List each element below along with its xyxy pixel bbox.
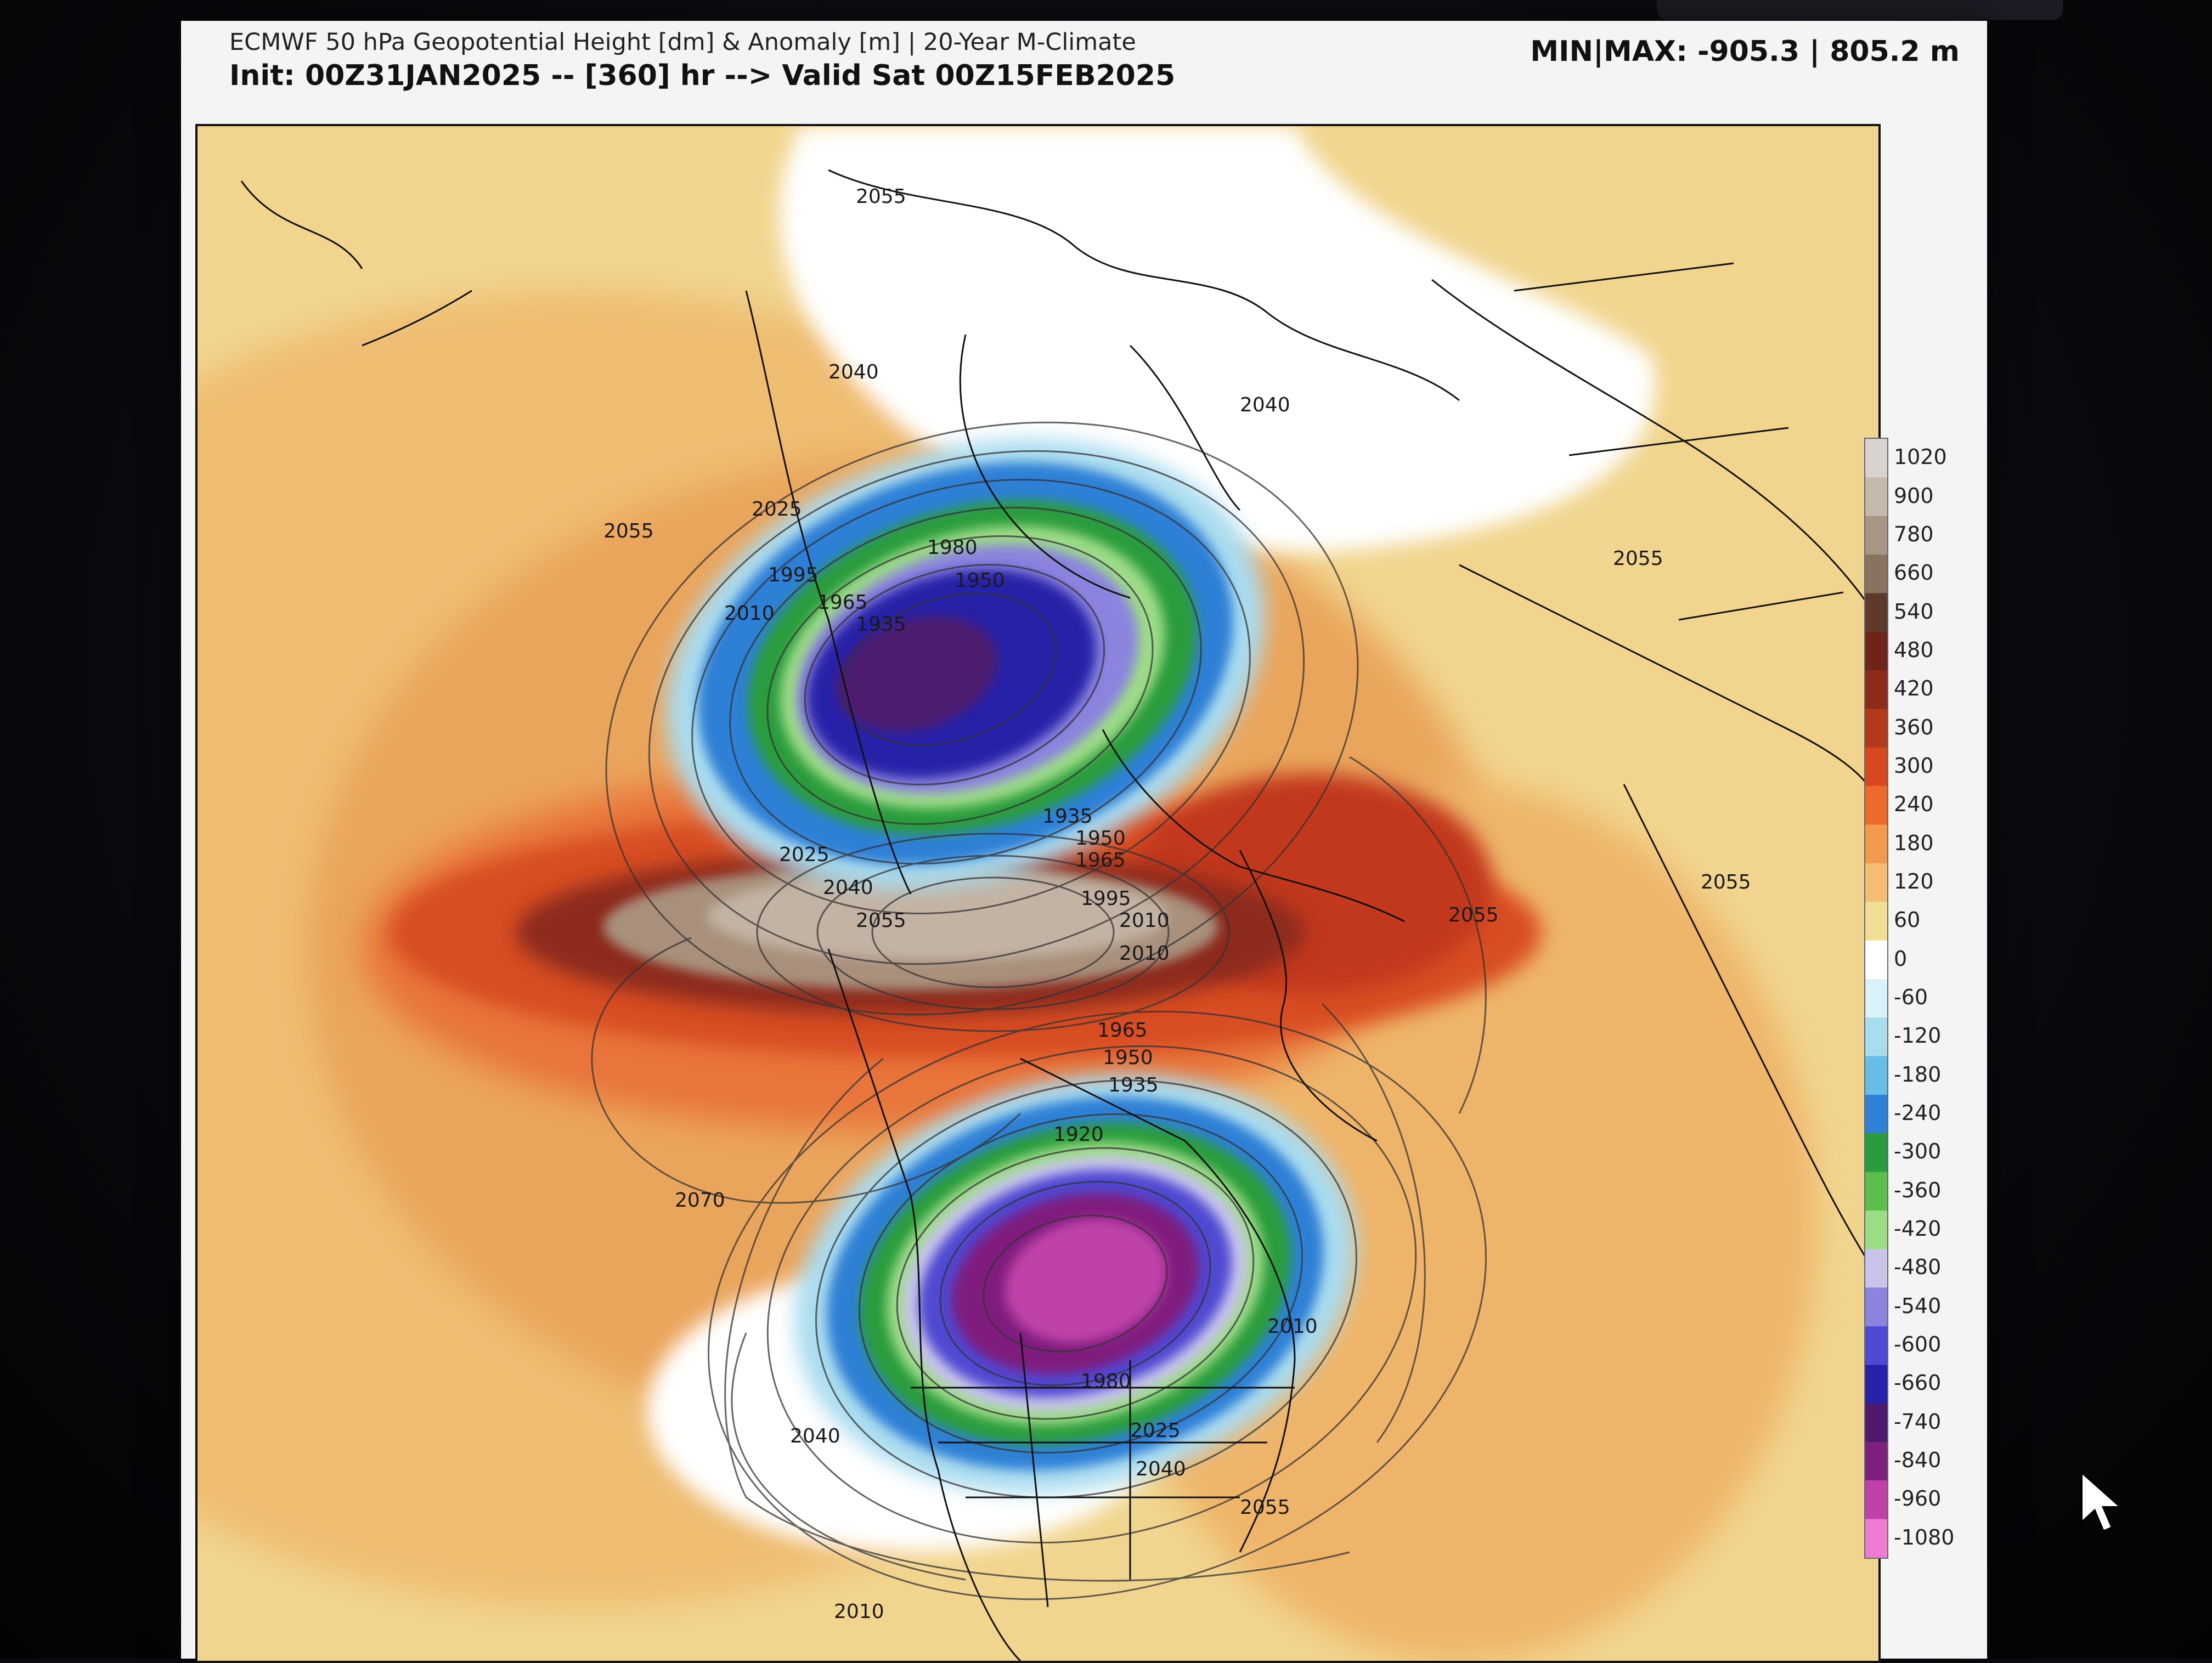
anomaly-shading [198,126,1878,1661]
map-canvas: 2055 2040 2040 2025 2055 1980 1950 1965 … [198,126,1878,1661]
contour-label: 2055 [856,185,906,208]
colorbar-tick-label: 180 [1894,830,1934,855]
contour-label: 1950 [1103,1047,1153,1069]
contour-label: 1980 [927,536,978,559]
contour-label: 2010 [834,1600,884,1623]
colorbar-tick-label: 480 [1894,637,1934,662]
contour-label: 2040 [1240,394,1290,416]
contour-label: 2010 [1119,942,1170,965]
anomaly-colorbar [1864,438,1888,1559]
colorbar-tick-label: 780 [1894,522,1934,546]
colorbar-tick-label: 360 [1894,715,1934,739]
contour-label: 2040 [1136,1458,1186,1480]
colorbar-tick-label: 1020 [1894,445,1947,470]
colorbar-tick-label: -60 [1894,985,1928,1009]
contour-label: 1950 [955,569,1005,592]
contour-label: 2055 [603,520,654,542]
colorbar-tick-labels: 1020 900 780 660 540 480 420 360 300 240 180 120 60 0… [1894,438,1982,1557]
colorbar-tick-label: 660 [1894,561,1934,585]
contour-label: 2055 [1448,904,1499,926]
colorbar-tick-label: -840 [1894,1448,1942,1473]
contour-label: 1980 [1081,1370,1131,1393]
colorbar-tick-label: -540 [1894,1293,1942,1318]
colorbar-tick-label: 900 [1894,483,1934,508]
contour-label: 1995 [1081,887,1131,910]
colorbar-tick-label: -600 [1894,1332,1942,1357]
contour-label: 2070 [675,1189,725,1212]
colorbar-tick-label: 60 [1894,908,1921,932]
colorbar-tick-label: 540 [1894,599,1934,624]
contour-label: 2025 [752,498,802,521]
contour-label: 1965 [1097,1019,1148,1042]
forecast-map-panel: ECMWF 50 hPa Geopotential Height [dm] & … [181,21,1987,1663]
map-frame: 2055 2040 2040 2025 2055 1980 1950 1965 … [195,124,1881,1663]
height-contours [591,421,1487,1600]
mouse-pointer-icon [2080,1470,2124,1533]
colorbar-tick-label: -180 [1894,1062,1942,1087]
contour-label: 2010 [1119,909,1170,932]
contour-label: 2010 [1267,1315,1318,1338]
min-max-readout: MIN|MAX: -905.3 | 805.2 m [1530,35,1960,68]
contour-label: 2040 [828,361,879,383]
colorbar-tick-label: 240 [1894,792,1934,817]
contour-label: 1950 [1075,827,1126,850]
contour-label: 2025 [779,844,830,866]
coastlines-and-borders [240,169,1878,1661]
contour-labels: 2055 2040 2040 2025 2055 1980 1950 1965 … [603,185,1751,1623]
window-edge [1657,0,2063,20]
contour-label: 2055 [1701,871,1751,893]
colorbar-tick-label: -1080 [1894,1525,1955,1549]
contour-label: 2040 [790,1425,840,1447]
colorbar-tick-label: 0 [1894,946,1908,971]
contour-label: 2055 [856,909,906,932]
colorbar-tick-label: -360 [1894,1178,1942,1202]
colorbar-tick-label: -420 [1894,1217,1942,1241]
colorbar-tick-label: 300 [1894,753,1934,778]
contour-label: 2010 [724,602,775,625]
contour-label: 2025 [1130,1419,1181,1442]
contour-label: 1920 [1053,1123,1104,1146]
colorbar-tick-label: -120 [1894,1023,1942,1048]
contour-label: 1965 [1075,849,1126,872]
contour-label: 2040 [823,876,873,899]
contour-label: 1995 [768,564,819,586]
contour-label: 1965 [817,591,868,614]
colorbar-tick-label: -660 [1894,1371,1942,1395]
contour-label: 2055 [1240,1496,1290,1519]
colorbar-tick-label: -740 [1894,1409,1942,1434]
contour-label: 1935 [1042,805,1093,828]
colorbar-tick-label: -960 [1894,1486,1942,1511]
map-title: ECMWF 50 hPa Geopotential Height [dm] & … [229,29,1136,56]
contour-label: 1935 [856,613,906,636]
colorbar-tick-label: -240 [1894,1101,1942,1125]
init-valid-line: Init: 00Z31JAN2025 -- [360] hr --> Valid… [229,59,1176,92]
contour-label: 1935 [1108,1074,1159,1096]
colorbar-tick-label: 420 [1894,676,1934,701]
colorbar-tick-label: -300 [1894,1139,1942,1164]
colorbar-tick-label: -480 [1894,1255,1942,1280]
colorbar-tick-label: 120 [1894,869,1934,893]
contour-label: 2055 [1613,547,1663,570]
